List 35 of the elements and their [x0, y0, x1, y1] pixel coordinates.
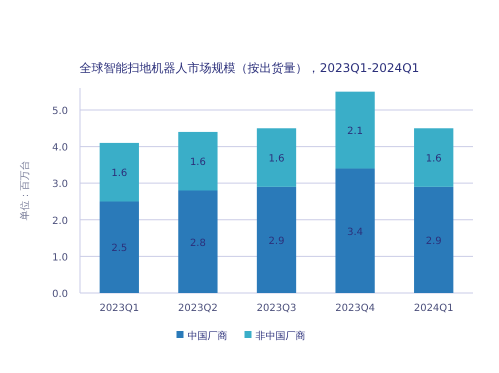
chart-title: 全球智能扫地机器人市场规模（按出货量），2023Q1-2024Q1	[80, 61, 420, 75]
data-label: 2.1	[347, 126, 364, 138]
bar	[100, 201, 139, 293]
bar	[335, 168, 375, 293]
bar	[414, 128, 454, 187]
bar	[256, 128, 296, 187]
bar	[335, 92, 375, 169]
x-tick-label: 2023Q4	[335, 303, 375, 314]
legend-label: 非中国厂商	[256, 330, 306, 342]
data-label: 1.6	[190, 157, 206, 168]
y-tick-label: 2.0	[52, 216, 68, 227]
x-tick-label: 2023Q1	[99, 303, 140, 314]
legend-label: 中国厂商	[188, 330, 228, 342]
x-tick-label: 2023Q2	[178, 303, 218, 314]
data-label: 1.6	[268, 154, 284, 165]
bar	[414, 186, 454, 293]
data-label: 2.9	[426, 236, 442, 247]
x-tick-label: 2024Q1	[414, 303, 454, 314]
data-label: 2.8	[190, 238, 206, 249]
data-label: 1.6	[426, 154, 442, 165]
bar	[178, 132, 218, 190]
y-tick-label: 0.0	[52, 289, 68, 300]
data-label: 1.6	[111, 168, 128, 180]
y-tick-label: 5.0	[52, 106, 68, 117]
bar	[256, 186, 296, 293]
data-label: 2.9	[268, 236, 284, 247]
bar	[100, 142, 139, 202]
data-label: 3.4	[347, 226, 364, 238]
data-label: 2.5	[111, 243, 128, 254]
y-tick-label: 1.0	[52, 252, 68, 264]
x-tick-label: 2023Q3	[256, 303, 296, 314]
y-tick-label: 3.0	[52, 179, 68, 190]
y-tick-label: 4.0	[52, 142, 68, 154]
y-axis-title: 单位：百万台	[19, 160, 31, 220]
bar	[178, 190, 218, 293]
